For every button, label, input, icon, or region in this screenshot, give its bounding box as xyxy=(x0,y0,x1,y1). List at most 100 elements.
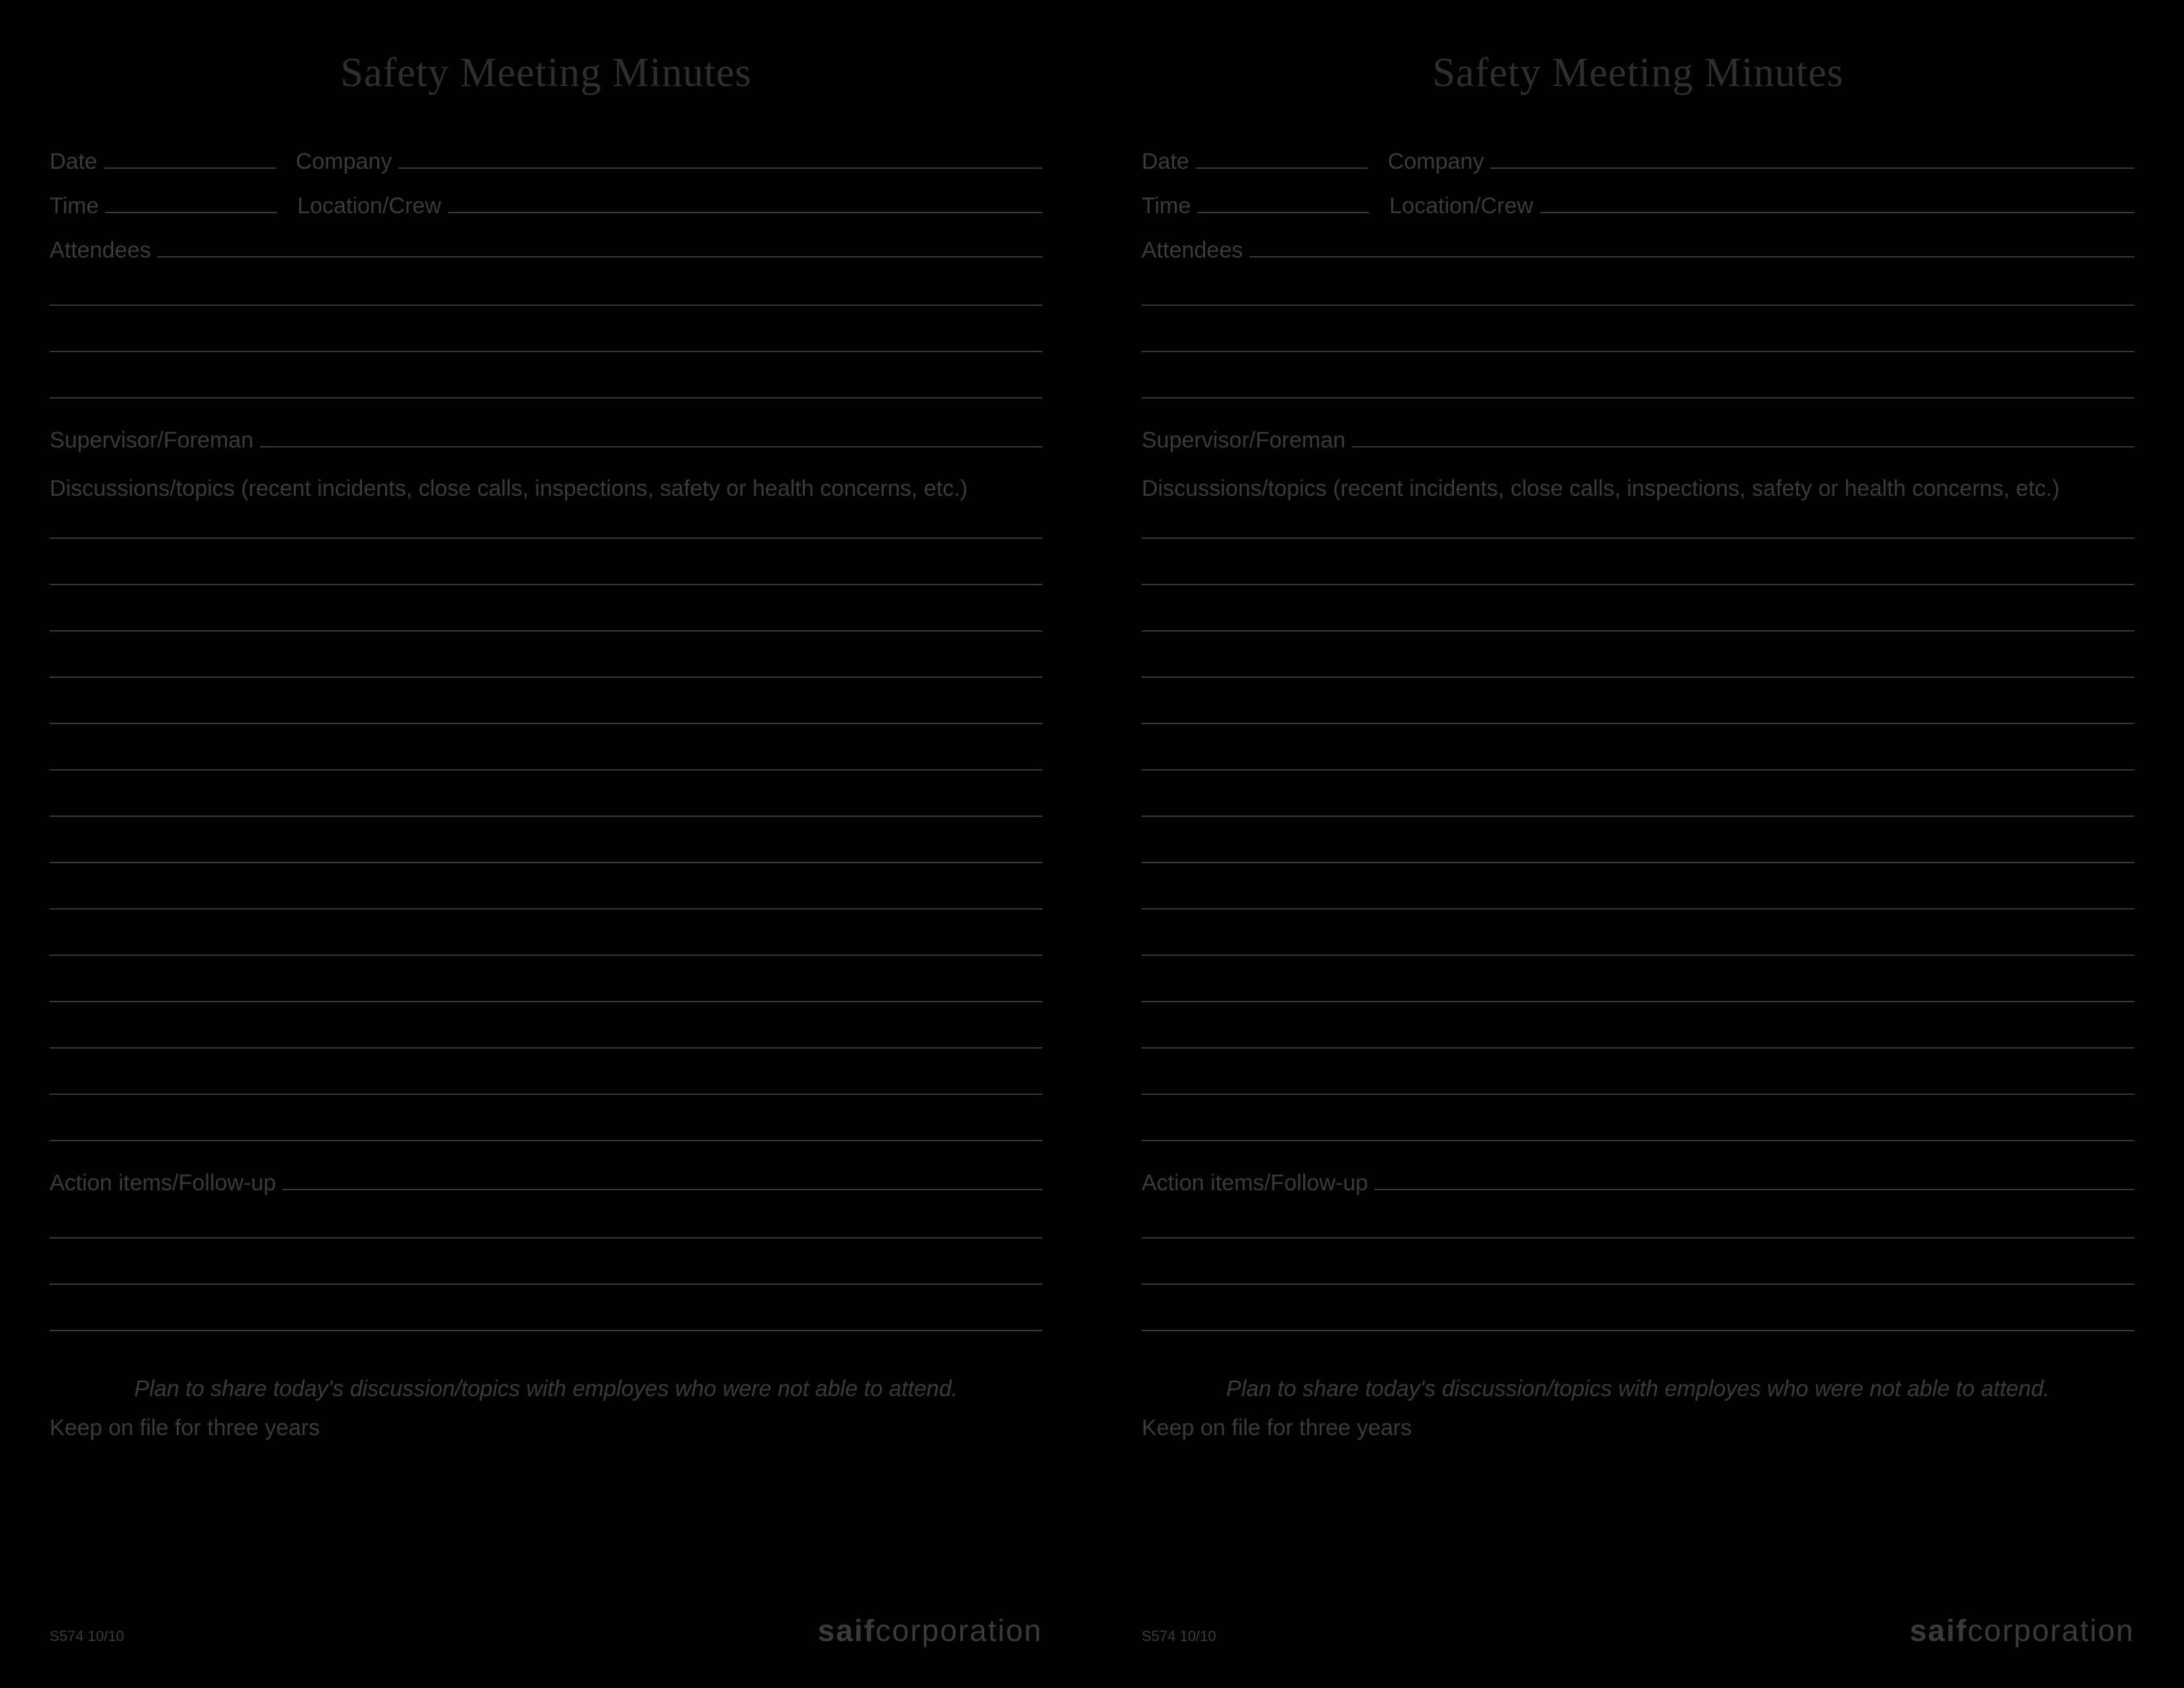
logo-light: corporation xyxy=(1968,1613,2134,1648)
actions-blank-line[interactable] xyxy=(1142,1305,2134,1331)
actions-blank-line[interactable] xyxy=(1142,1212,2134,1239)
logo-light: corporation xyxy=(876,1613,1042,1648)
actions-input-line[interactable] xyxy=(1375,1168,2134,1190)
form-code: S574 10/10 xyxy=(1142,1628,1216,1645)
company-field-group: Company xyxy=(296,146,1042,175)
footer-retain: Keep on file for three years xyxy=(50,1415,1042,1441)
row-time-location: Time Location/Crew xyxy=(1142,191,2134,219)
discussions-blank-line[interactable] xyxy=(50,1115,1042,1141)
discussions-blank-line[interactable] xyxy=(1142,790,2134,817)
supervisor-label: Supervisor/Foreman xyxy=(1142,428,1345,453)
discussions-blank-line[interactable] xyxy=(50,559,1042,585)
attendees-label: Attendees xyxy=(50,238,151,263)
discussions-section xyxy=(50,512,1042,1161)
actions-blank-line[interactable] xyxy=(50,1212,1042,1239)
corp-logo: saifcorporation xyxy=(818,1613,1042,1648)
actions-input-line[interactable] xyxy=(283,1168,1042,1190)
date-input-line[interactable] xyxy=(104,146,276,169)
discussions-blank-line[interactable] xyxy=(1142,1022,2134,1049)
discussions-blank-line[interactable] xyxy=(50,929,1042,956)
supervisor-input-line[interactable] xyxy=(260,425,1042,447)
location-label: Location/Crew xyxy=(297,193,441,219)
attendees-label: Attendees xyxy=(1142,238,1243,263)
discussions-blank-line[interactable] xyxy=(50,837,1042,863)
discussions-blank-line[interactable] xyxy=(1142,512,2134,539)
discussions-blank-line[interactable] xyxy=(1142,929,2134,956)
discussions-blank-line[interactable] xyxy=(50,744,1042,771)
discussions-blank-line[interactable] xyxy=(50,605,1042,632)
company-label: Company xyxy=(1388,149,1484,175)
form-page-right: Safety Meeting Minutes Date Company Time… xyxy=(1092,0,2184,1688)
company-field-group: Company xyxy=(1388,146,2134,175)
actions-label: Action items/Follow-up xyxy=(50,1170,276,1196)
discussions-blank-line[interactable] xyxy=(1142,1115,2134,1141)
discussions-blank-line[interactable] xyxy=(1142,651,2134,678)
supervisor-field-row: Supervisor/Foreman xyxy=(50,425,1042,453)
corp-logo: saifcorporation xyxy=(1910,1613,2134,1648)
logo-bold: saif xyxy=(818,1613,876,1648)
time-input-line[interactable] xyxy=(105,191,277,213)
date-label: Date xyxy=(1142,149,1189,175)
attendees-blank-line[interactable] xyxy=(1142,326,2134,352)
discussions-blank-line[interactable] xyxy=(50,790,1042,817)
discussions-blank-line[interactable] xyxy=(50,512,1042,539)
attendees-section: Attendees xyxy=(1142,235,2134,418)
location-field-group: Location/Crew xyxy=(1389,191,2134,219)
company-label: Company xyxy=(296,149,392,175)
attendees-blank-line[interactable] xyxy=(1142,279,2134,306)
location-input-line[interactable] xyxy=(448,191,1042,213)
discussions-blank-line[interactable] xyxy=(50,698,1042,724)
attendees-section: Attendees xyxy=(50,235,1042,418)
discussions-blank-line[interactable] xyxy=(1142,883,2134,910)
form-title: Safety Meeting Minutes xyxy=(1142,50,2134,97)
supervisor-input-line[interactable] xyxy=(1352,425,2134,447)
actions-section: Action items/Follow-up xyxy=(50,1168,1042,1351)
footer-bottom: S574 10/10 saifcorporation xyxy=(1142,1613,2134,1648)
discussions-blank-line[interactable] xyxy=(50,976,1042,1002)
actions-blank-line[interactable] xyxy=(50,1258,1042,1285)
time-input-line[interactable] xyxy=(1197,191,1369,213)
company-input-line[interactable] xyxy=(1490,146,2134,169)
form-title: Safety Meeting Minutes xyxy=(50,50,1042,97)
discussions-blank-line[interactable] xyxy=(50,1068,1042,1095)
supervisor-label: Supervisor/Foreman xyxy=(50,428,253,453)
location-field-group: Location/Crew xyxy=(297,191,1042,219)
logo-bold: saif xyxy=(1910,1613,1968,1648)
discussions-blank-line[interactable] xyxy=(1142,744,2134,771)
actions-field-row: Action items/Follow-up xyxy=(1142,1168,2134,1196)
footer-instruction: Plan to share today's discussion/topics … xyxy=(50,1376,1042,1402)
time-label: Time xyxy=(1142,193,1191,219)
actions-section: Action items/Follow-up xyxy=(1142,1168,2134,1351)
discussions-blank-line[interactable] xyxy=(1142,1068,2134,1095)
attendees-input-line[interactable] xyxy=(1250,235,2134,258)
attendees-blank-line[interactable] xyxy=(50,372,1042,399)
discussions-blank-line[interactable] xyxy=(50,1022,1042,1049)
actions-blank-line[interactable] xyxy=(1142,1258,2134,1285)
date-field-group: Date xyxy=(50,146,276,175)
discussions-blank-line[interactable] xyxy=(1142,698,2134,724)
attendees-field-row: Attendees xyxy=(1142,235,2134,263)
actions-blank-line[interactable] xyxy=(50,1305,1042,1331)
form-code: S574 10/10 xyxy=(50,1628,124,1645)
date-label: Date xyxy=(50,149,97,175)
discussions-blank-line[interactable] xyxy=(1142,976,2134,1002)
date-field-group: Date xyxy=(1142,146,1368,175)
attendees-blank-line[interactable] xyxy=(1142,372,2134,399)
attendees-input-line[interactable] xyxy=(158,235,1042,258)
row-date-company: Date Company xyxy=(1142,146,2134,175)
attendees-blank-line[interactable] xyxy=(50,279,1042,306)
discussions-label: Discussions/topics (recent incidents, cl… xyxy=(50,476,1042,502)
discussions-blank-line[interactable] xyxy=(50,651,1042,678)
discussions-blank-line[interactable] xyxy=(1142,605,2134,632)
discussions-blank-line[interactable] xyxy=(1142,837,2134,863)
attendees-blank-line[interactable] xyxy=(50,326,1042,352)
discussions-blank-line[interactable] xyxy=(1142,559,2134,585)
footer-retain: Keep on file for three years xyxy=(1142,1415,2134,1441)
discussions-blank-line[interactable] xyxy=(50,883,1042,910)
date-input-line[interactable] xyxy=(1196,146,1368,169)
location-label: Location/Crew xyxy=(1389,193,1533,219)
discussions-section xyxy=(1142,512,2134,1161)
company-input-line[interactable] xyxy=(398,146,1042,169)
location-input-line[interactable] xyxy=(1540,191,2134,213)
footer-bottom: S574 10/10 saifcorporation xyxy=(50,1613,1042,1648)
